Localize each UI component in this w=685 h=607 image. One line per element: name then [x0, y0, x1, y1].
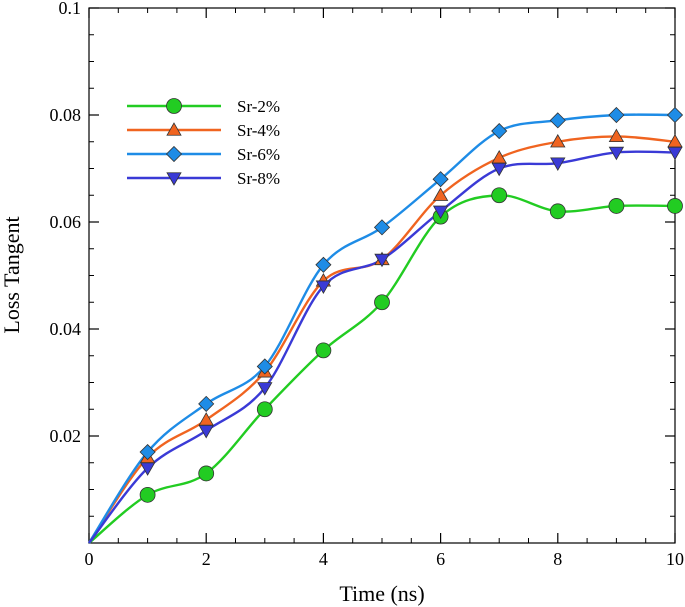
x-tick-label: 4 — [319, 549, 328, 569]
data-point-sr-2 — [549, 203, 566, 220]
data-point-sr-6 — [256, 358, 273, 375]
y-tick-label: 0.1 — [59, 0, 82, 18]
legend-label-sr-8: Sr-8% — [237, 169, 280, 188]
legend-label-sr-2: Sr-2% — [237, 97, 280, 116]
x-axis-title: Time (ns) — [339, 581, 424, 606]
data-point-sr-4 — [550, 133, 566, 148]
y-tick-label: 0.02 — [50, 426, 82, 446]
data-point-sr-4 — [608, 128, 625, 143]
series-line-sr-8 — [88, 150, 676, 544]
data-point-sr-2 — [667, 198, 683, 214]
data-point-sr-6 — [608, 106, 625, 124]
data-point-sr-8 — [315, 280, 332, 295]
data-point-sr-8 — [432, 205, 449, 220]
legend-label-sr-6: Sr-6% — [237, 145, 280, 164]
legend-label-sr-4: Sr-4% — [237, 121, 280, 140]
data-point-sr-2 — [198, 465, 215, 482]
data-point-sr-6 — [315, 256, 332, 273]
data-point-sr-4 — [432, 187, 449, 201]
series-line-sr-2 — [88, 194, 676, 544]
data-point-sr-6 — [549, 112, 566, 129]
y-tick-label: 0.06 — [50, 212, 82, 232]
data-point-sr-2 — [256, 401, 273, 418]
data-point-sr-8 — [608, 146, 625, 161]
legend-marker-sr-2 — [166, 98, 182, 114]
series-line-sr-4 — [88, 135, 676, 544]
data-point-sr-2 — [374, 294, 390, 311]
data-point-sr-4 — [198, 412, 214, 426]
legend-marker-sr-6 — [165, 145, 183, 163]
data-point-sr-8 — [257, 382, 273, 396]
data-point-sr-6 — [198, 395, 215, 412]
y-tick-label: 0.04 — [50, 319, 82, 339]
x-tick-label: 6 — [436, 549, 445, 569]
data-point-sr-2 — [608, 198, 625, 214]
data-point-sr-6 — [373, 219, 391, 236]
major-ticks: 0 2 4 6 8 10 0.02 0.04 0.06 0.08 0.1 — [50, 0, 685, 569]
data-point-sr-2 — [315, 342, 332, 359]
data-point-sr-6 — [666, 106, 684, 124]
y-tick-label: 0.08 — [50, 105, 82, 125]
data-point-sr-8 — [139, 462, 156, 476]
plot-frame — [88, 7, 676, 544]
series-markers — [139, 106, 684, 503]
data-point-sr-2 — [139, 486, 156, 503]
data-point-sr-8 — [550, 157, 566, 171]
data-point-sr-8 — [491, 162, 507, 177]
legend: Sr-2% Sr-4% Sr-6% Sr-8% — [127, 97, 280, 188]
x-tick-label: 2 — [202, 549, 211, 569]
y-axis-title: Loss Tangent — [0, 216, 24, 333]
data-point-sr-6 — [139, 443, 156, 461]
x-tick-label: 0 — [85, 549, 94, 569]
minor-ticks — [89, 8, 675, 543]
plot-border — [88, 7, 676, 544]
data-point-sr-8 — [667, 146, 683, 161]
data-point-sr-6 — [491, 122, 508, 140]
data-point-sr-6 — [432, 171, 449, 188]
data-point-sr-2 — [491, 187, 508, 204]
legend-marker-sr-4 — [166, 122, 182, 136]
x-tick-label: 8 — [553, 549, 562, 569]
data-point-sr-8 — [374, 253, 390, 268]
legend-marker-sr-8 — [166, 172, 182, 186]
x-tick-label: 10 — [666, 549, 684, 569]
data-point-sr-8 — [198, 424, 214, 439]
